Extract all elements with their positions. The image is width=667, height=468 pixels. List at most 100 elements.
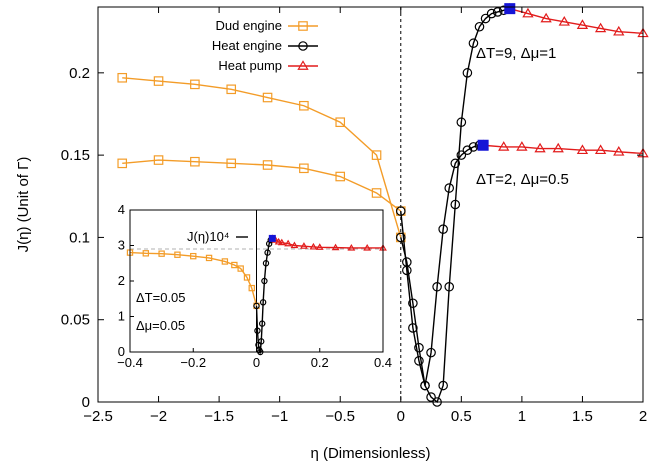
inset-series-2-point [300, 242, 308, 249]
x-tick-label: 1.5 [572, 408, 593, 425]
series-0-point [117, 72, 128, 83]
legend-label: Dud engine [216, 18, 283, 33]
inset-x-tick-label: 0 [253, 355, 260, 370]
y-tick-label: 0 [82, 394, 90, 411]
x-tick-label: 1 [518, 408, 526, 425]
junction-marker-lower [477, 139, 489, 151]
series-0-line [122, 77, 402, 238]
series-1-point [474, 21, 485, 32]
inset-y-tick-label: 0 [118, 344, 125, 359]
inset-series-0-point [221, 258, 229, 265]
legend-label: Heat engine [212, 38, 282, 53]
series-4-point [408, 323, 418, 333]
series-1-point [486, 8, 497, 19]
series-4-point [402, 265, 412, 276]
series-1-point [395, 232, 406, 243]
series-2-point [613, 25, 625, 36]
series-5-point [613, 146, 625, 156]
inset-series-0-point [243, 274, 251, 281]
series-0-point [262, 92, 273, 103]
inset-x-tick-label: −0.4 [117, 355, 143, 370]
inset-series-1-point [259, 299, 267, 306]
series-3-point [335, 171, 346, 182]
series-1-point [480, 13, 491, 24]
x-tick-label: −2 [150, 408, 167, 425]
legend-marker [298, 21, 308, 31]
series-0-point [190, 79, 200, 90]
series-3-point [190, 156, 200, 167]
inset-series-1-line [255, 237, 273, 355]
inset-series-1-point [264, 249, 271, 256]
inset-series-2-point [315, 243, 324, 250]
x-tick-label: −2.5 [83, 408, 113, 425]
inset-series-0-point [237, 265, 244, 272]
inset-delta-t-label: ΔT=0.05 [136, 290, 186, 305]
inset-x-tick-label: 0.4 [374, 355, 392, 370]
inset-y-tick-label: 2 [118, 273, 125, 288]
series-5-point [534, 142, 546, 153]
series-5-point [576, 144, 589, 155]
y-tick-label: 0.15 [61, 147, 90, 164]
x-tick-label: −0.5 [325, 408, 355, 425]
inset-x-tick-label: −0.2 [180, 355, 206, 370]
series-3-point [371, 188, 382, 198]
series-4-point [456, 150, 467, 160]
x-tick-label: −1.5 [204, 408, 234, 425]
inset-series-2-point [363, 243, 372, 251]
series-1-point [450, 199, 461, 210]
series-0-point [226, 84, 237, 95]
series-3-point [226, 158, 237, 169]
inset-series-0-point [190, 252, 197, 260]
series-5-point [498, 141, 510, 151]
series-0-point [299, 100, 309, 111]
inset-series-2-point [347, 243, 356, 251]
inset-series-2-point [277, 238, 286, 246]
inset-series-0-point [248, 284, 255, 292]
series-4-point [432, 281, 442, 292]
series-0-point [371, 150, 382, 160]
inset-series-2-point [309, 242, 318, 250]
inset-x-tick-label: 0.2 [311, 355, 329, 370]
x-tick-label: 0 [397, 408, 405, 425]
inset-series-1-point [262, 260, 270, 267]
x-tick-label: −1 [271, 408, 288, 425]
series-2-point [576, 19, 589, 29]
series-4-point [395, 206, 406, 216]
annotation-upper: ΔT=9, Δμ=1 [476, 45, 556, 62]
y-tick-label: 0.05 [61, 312, 90, 329]
x-axis-label: η (Dimensionless) [310, 445, 430, 462]
series-5-point [516, 141, 528, 151]
series-1-point [462, 68, 473, 78]
series-5-point [552, 142, 564, 153]
series-2-point [558, 16, 570, 26]
series-1-point [468, 38, 479, 49]
inset-series-1-point [253, 302, 260, 310]
series-2-point [594, 22, 607, 33]
series-0-point [153, 76, 164, 86]
inset-series-2-point [274, 237, 283, 245]
series-4-point [426, 347, 436, 358]
series-2-point [540, 12, 552, 23]
series-0-point [335, 117, 346, 128]
series-3-point [262, 160, 273, 170]
inset-chart: −0.4 −0.2 0 0.2 0.4 0 1 2 3 4 J(η)10⁴ ΔT=0.05 Δμ=0.0… [117, 202, 392, 370]
legend-marker [298, 41, 308, 51]
inset-series-2-point [290, 241, 299, 249]
series-1-point [414, 342, 424, 353]
inset-y-tick-label: 4 [118, 202, 125, 217]
inset-series-1-point [254, 327, 261, 334]
series-1-point [426, 392, 436, 402]
annotation-lower: ΔT=2, Δμ=0.5 [476, 171, 569, 188]
legend-label: Heat pump [218, 58, 282, 73]
inset-series-0-point [142, 250, 150, 257]
inset-series-1-point [261, 277, 268, 285]
inset-series-2-point [331, 243, 340, 251]
y-axis-label: J(η) (Unit of Γ) [15, 157, 32, 253]
y-tick-label: 0.1 [69, 229, 90, 246]
inset-series-0-point [158, 250, 165, 257]
series-3-point [153, 155, 164, 165]
series-1-point [444, 281, 455, 292]
series-4-point [438, 224, 448, 234]
inset-y-tick-label: 1 [118, 309, 125, 324]
